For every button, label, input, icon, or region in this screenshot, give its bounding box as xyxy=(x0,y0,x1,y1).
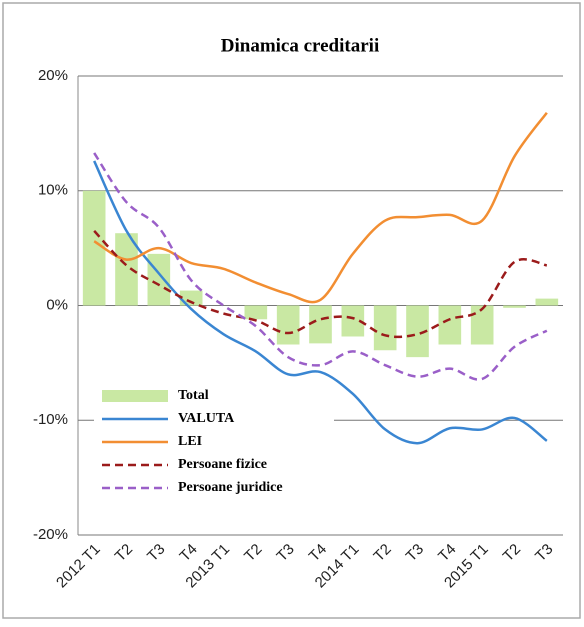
chart-title: Dinamica creditarii xyxy=(221,35,379,56)
line xyxy=(93,152,548,381)
line xyxy=(93,230,548,339)
bar xyxy=(406,305,429,358)
legend-swatch xyxy=(102,390,168,402)
y-tick-label: 10% xyxy=(38,182,68,199)
bar xyxy=(147,253,171,306)
bar xyxy=(115,233,138,306)
legend-label: VALUTA xyxy=(178,411,235,426)
bar xyxy=(373,305,397,351)
legend-label: Persoane fizice xyxy=(178,457,267,472)
y-tick-label: -20% xyxy=(33,526,68,543)
line xyxy=(93,111,548,304)
legend-box xyxy=(94,382,334,505)
bar xyxy=(503,305,526,308)
y-tick-label: 0% xyxy=(46,296,68,313)
bar xyxy=(535,298,559,306)
bar xyxy=(341,305,365,337)
line xyxy=(93,160,548,445)
y-tick-label: 20% xyxy=(38,67,68,84)
bar xyxy=(82,190,106,306)
bar xyxy=(470,305,494,345)
bar xyxy=(276,305,300,345)
y-tick-label: -10% xyxy=(33,411,68,428)
bar xyxy=(438,305,462,345)
legend-label: LEI xyxy=(178,434,202,449)
legend-label: Persoane juridice xyxy=(178,480,283,495)
legend-label: Total xyxy=(178,388,209,403)
bar xyxy=(244,305,268,320)
bar xyxy=(309,305,332,344)
